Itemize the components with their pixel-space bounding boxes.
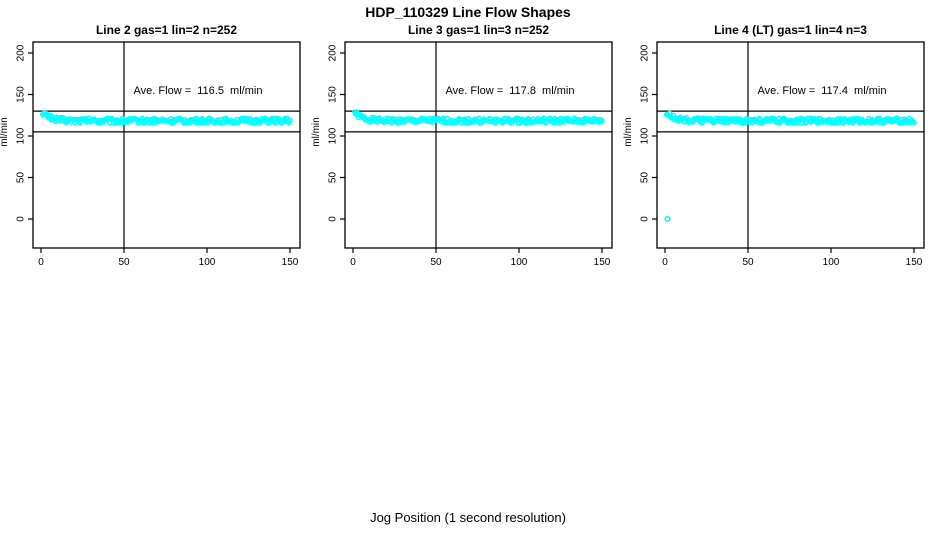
svg-text:100: 100	[640, 127, 651, 144]
svg-text:50: 50	[328, 172, 339, 184]
svg-text:100: 100	[328, 127, 339, 144]
ave-flow-annotation-line-3: Ave. Flow = 117.8 ml/min	[445, 85, 575, 97]
svg-text:50: 50	[118, 257, 130, 268]
svg-text:150: 150	[282, 257, 299, 268]
ave-flow-annotation-line-4: Ave. Flow = 117.4 ml/min	[757, 85, 887, 97]
svg-text:200: 200	[328, 44, 339, 61]
x-axis-label: Jog Position (1 second resolution)	[370, 510, 566, 525]
main-title: HDP_110329 Line Flow Shapes	[365, 4, 571, 20]
y-axis-label-line-2: ml/min	[0, 117, 10, 147]
svg-text:50: 50	[16, 172, 27, 184]
svg-text:150: 150	[906, 257, 923, 268]
svg-text:0: 0	[640, 216, 651, 222]
svg-text:0: 0	[16, 216, 27, 222]
svg-text:50: 50	[430, 257, 442, 268]
svg-text:100: 100	[16, 127, 27, 144]
y-axis-label-line-3: ml/min	[311, 117, 322, 147]
panel-title-line-4: Line 4 (LT) gas=1 lin=4 n=3	[714, 23, 867, 37]
svg-text:0: 0	[350, 257, 356, 268]
svg-text:0: 0	[38, 257, 44, 268]
svg-text:0: 0	[662, 257, 668, 268]
svg-text:100: 100	[199, 257, 216, 268]
y-axis-label-line-4: ml/min	[623, 117, 634, 147]
panel-title-line-2: Line 2 gas=1 lin=2 n=252	[95, 23, 238, 37]
svg-text:100: 100	[823, 257, 840, 268]
svg-text:200: 200	[16, 44, 27, 61]
panel-title-line-3: Line 3 gas=1 lin=3 n=252	[407, 23, 550, 37]
svg-text:0: 0	[328, 216, 339, 222]
svg-text:200: 200	[640, 44, 651, 61]
svg-text:50: 50	[640, 172, 651, 184]
svg-text:150: 150	[328, 86, 339, 103]
svg-text:150: 150	[594, 257, 611, 268]
ave-flow-annotation-line-2: Ave. Flow = 116.5 ml/min	[133, 85, 263, 97]
svg-text:50: 50	[742, 257, 754, 268]
svg-text:100: 100	[511, 257, 528, 268]
svg-text:150: 150	[16, 86, 27, 103]
svg-text:150: 150	[640, 86, 651, 103]
